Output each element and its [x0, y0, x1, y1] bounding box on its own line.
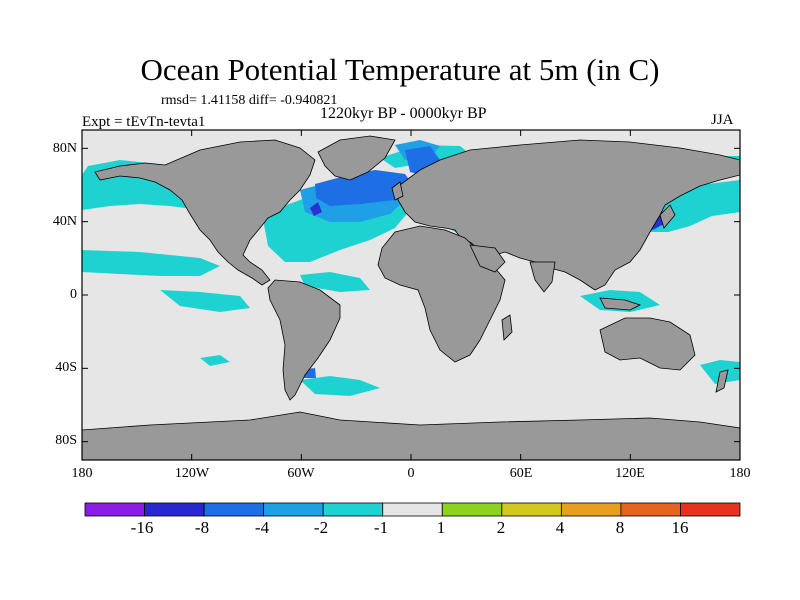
experiment-label: Expt = tEvTn-tevta1 — [82, 114, 206, 130]
lon-label-120e: 120E — [615, 466, 645, 481]
colorbar-label: 4 — [555, 518, 565, 537]
arabia — [469, 244, 506, 273]
time-range-subtitle: 1220kyr BP - 0000kyr BP — [320, 105, 487, 122]
colorbar-label: -16 — [130, 518, 154, 537]
lon-label-180w: 180 — [71, 466, 93, 481]
india — [529, 261, 556, 293]
land-masses — [81, 135, 741, 461]
stats-line: rmsd= 1.41158 diff= -0.940821 — [161, 93, 338, 108]
colorbar-swatch — [203, 502, 265, 517]
colorbar-swatch — [680, 502, 741, 517]
colorbar-swatch — [263, 502, 324, 517]
lon-label-120w: 120W — [174, 466, 210, 481]
indonesia — [599, 297, 642, 311]
tropical-atlantic-cyan — [300, 272, 370, 292]
lon-label-60e: 60E — [509, 466, 533, 481]
lon-label-60w: 60W — [287, 466, 315, 481]
colorbar-swatch — [620, 502, 681, 517]
north-america — [94, 139, 316, 286]
lat-label-40n: 40N — [52, 214, 77, 229]
australia — [599, 317, 696, 371]
colorbar — [84, 502, 741, 517]
lat-label-0: 0 — [70, 287, 77, 302]
colorbar-label: 8 — [615, 518, 625, 537]
east-equatorial-pacific-cyan — [160, 290, 250, 312]
south-america — [267, 279, 341, 401]
colorbar-label: 2 — [496, 518, 506, 537]
colorbar-label: -2 — [313, 518, 329, 537]
greenland — [317, 135, 396, 181]
lat-label-40s: 40S — [55, 360, 77, 375]
colorbar-label: -1 — [373, 518, 389, 537]
uk — [391, 181, 404, 201]
colorbar-label: 16 — [671, 518, 689, 537]
colorbar-label: -8 — [194, 518, 210, 537]
colorbar-swatch — [501, 502, 562, 517]
lat-label-80n: 80N — [52, 141, 77, 156]
madagascar — [501, 314, 513, 341]
gulf-stream-deepblue — [310, 202, 322, 216]
colorbar-swatch — [322, 502, 384, 517]
eurasia — [397, 139, 741, 291]
colorbar-swatch — [560, 502, 622, 517]
axis-tick-marks — [81, 130, 741, 460]
africa — [377, 225, 506, 363]
south-atlantic-cyan — [300, 376, 380, 396]
plot-title: Ocean Potential Temperature at 5m (in C) — [140, 52, 660, 87]
colorbar-label: 1 — [436, 518, 446, 537]
lon-label-180e: 180 — [729, 466, 751, 481]
colorbar-swatch — [441, 502, 503, 517]
colorbar-swatch — [84, 502, 145, 517]
colorbar-swatch — [382, 502, 443, 517]
japan — [659, 204, 676, 229]
season-label: JJA — [711, 112, 734, 128]
new-zealand — [715, 369, 729, 393]
colorbar-swatch — [144, 502, 205, 517]
tropical-pacific-cyan — [82, 250, 220, 276]
subpolar-atlantic-blue — [315, 170, 415, 206]
south-pacific-cyan — [200, 355, 230, 366]
colorbar-label: -4 — [254, 518, 270, 537]
lat-label-80s: 80S — [55, 433, 77, 448]
lon-label-0: 0 — [407, 466, 415, 481]
